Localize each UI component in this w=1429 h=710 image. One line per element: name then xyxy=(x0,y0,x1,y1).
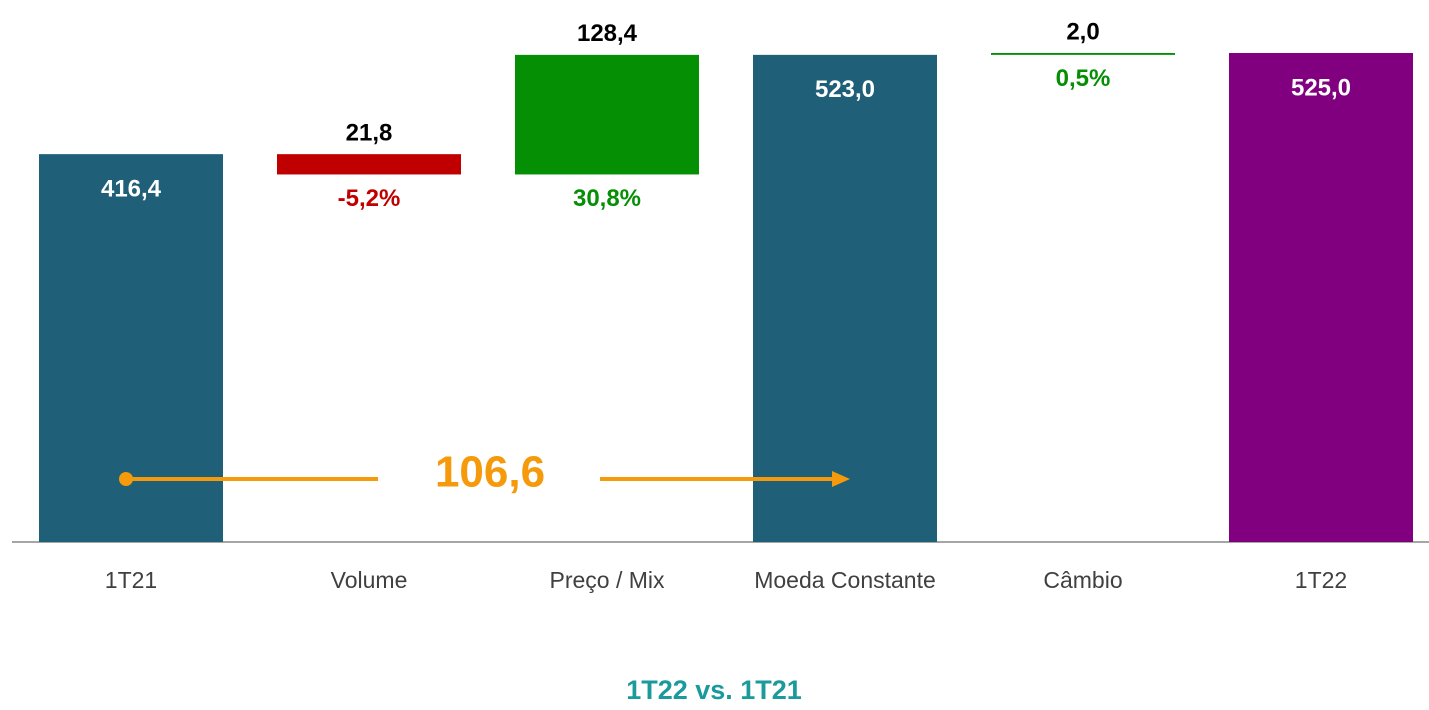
percent-label: 30,8% xyxy=(573,185,641,212)
percent-label: 0,5% xyxy=(1056,65,1111,92)
value-label: 2,0 xyxy=(1066,18,1099,45)
x-tick-label: 1T21 xyxy=(105,567,157,593)
x-tick-label: Volume xyxy=(331,567,408,593)
x-tick-label: Moeda Constante xyxy=(754,567,936,593)
bar xyxy=(277,154,461,175)
x-tick-label: Preço / Mix xyxy=(549,567,665,593)
value-label: 21,8 xyxy=(346,119,393,146)
chart-title: 1T22 vs. 1T21 xyxy=(626,675,802,705)
value-label: 128,4 xyxy=(577,20,638,47)
value-label: 416,4 xyxy=(101,175,162,202)
x-tick-label: 1T22 xyxy=(1295,567,1347,593)
bar xyxy=(753,54,937,543)
x-tick-label: Câmbio xyxy=(1043,567,1122,593)
arrow-head xyxy=(832,471,850,487)
value-label: 523,0 xyxy=(815,76,875,103)
bar xyxy=(515,54,699,175)
value-label: 525,0 xyxy=(1291,74,1351,101)
bar xyxy=(991,53,1175,55)
percent-label: -5,2% xyxy=(338,185,401,212)
annotation: 106,6 xyxy=(435,448,545,497)
bar xyxy=(1229,53,1413,542)
